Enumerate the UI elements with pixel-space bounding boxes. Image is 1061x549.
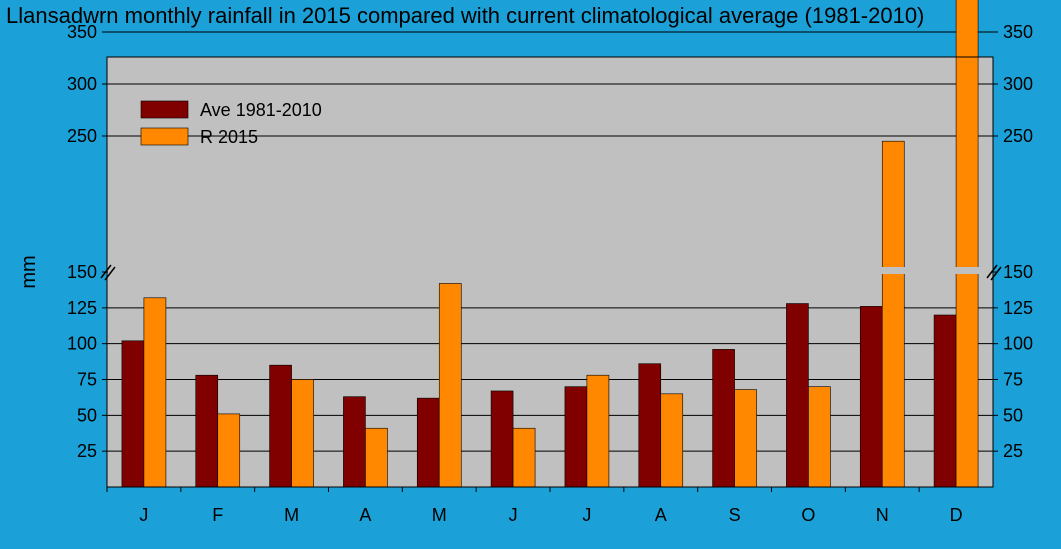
y-tick-label: 25 xyxy=(77,441,97,461)
legend-label: R 2015 xyxy=(200,127,258,147)
bar xyxy=(121,340,145,488)
y-tick-label: 250 xyxy=(1003,126,1033,146)
bar xyxy=(512,427,536,488)
axis-break-band xyxy=(108,267,992,274)
bar xyxy=(586,374,610,488)
y-axis-left: 255075100125150250300350400 xyxy=(67,22,107,461)
y-tick-label: 50 xyxy=(1003,405,1023,425)
x-tick-label: M xyxy=(432,505,447,525)
bar xyxy=(416,397,440,488)
bar xyxy=(291,379,314,488)
x-tick-label: A xyxy=(655,505,667,525)
axis-break-slash xyxy=(104,266,116,281)
x-tick-label: J xyxy=(582,505,591,525)
bar xyxy=(881,140,905,488)
x-tick-label: S xyxy=(729,505,741,525)
chart-title: Llansadwrn monthly rainfall in 2015 comp… xyxy=(6,3,925,28)
bar xyxy=(638,363,662,488)
y-axis-right: 255075100125150250300350400 xyxy=(993,22,1033,461)
bar xyxy=(660,393,684,488)
x-tick-label: J xyxy=(509,505,518,525)
bar xyxy=(808,386,831,488)
y-tick-label: 75 xyxy=(77,370,97,390)
bar xyxy=(933,314,957,488)
y-tick-label: 25 xyxy=(1003,441,1023,461)
bar xyxy=(712,349,735,488)
bar xyxy=(564,386,588,488)
bar xyxy=(734,389,757,488)
bar xyxy=(786,303,809,488)
y-tick-label: 150 xyxy=(1003,262,1033,282)
y-tick-label: 300 xyxy=(1003,74,1033,94)
bar xyxy=(365,427,388,488)
y-tick-label: 350 xyxy=(1003,22,1033,42)
y-tick-label: 50 xyxy=(77,405,97,425)
legend: Ave 1981-2010 R 2015 xyxy=(140,100,322,147)
legend-swatch xyxy=(140,100,189,119)
x-tick-label: A xyxy=(359,505,371,525)
bar xyxy=(438,283,462,488)
y-tick-label: 100 xyxy=(67,334,97,354)
legend-label: Ave 1981-2010 xyxy=(200,100,322,120)
y-axis-label: mm xyxy=(18,255,40,288)
bar xyxy=(143,297,167,488)
axis-break-slash xyxy=(990,266,1002,281)
bar xyxy=(195,374,219,488)
y-tick-label: 125 xyxy=(1003,298,1033,318)
x-tick-label: O xyxy=(801,505,815,525)
bars xyxy=(121,0,979,488)
bar xyxy=(859,306,883,488)
axis-break-slash xyxy=(986,264,998,279)
y-tick-label: 350 xyxy=(67,22,97,42)
x-tick-label: J xyxy=(139,505,148,525)
bar xyxy=(269,364,292,488)
bar xyxy=(490,390,514,488)
y-tick-label: 100 xyxy=(1003,334,1033,354)
y-tick-label: 250 xyxy=(67,126,97,146)
bar xyxy=(217,413,241,488)
x-tick-label: F xyxy=(212,505,223,525)
x-tick-label: D xyxy=(950,505,963,525)
y-tick-label: 75 xyxy=(1003,370,1023,390)
y-tick-label: 300 xyxy=(67,74,97,94)
x-tick-label: N xyxy=(876,505,889,525)
x-tick-label: M xyxy=(284,505,299,525)
y-tick-label: 150 xyxy=(67,262,97,282)
bar xyxy=(343,396,366,488)
bar xyxy=(955,0,979,488)
y-tick-label: 125 xyxy=(67,298,97,318)
legend-swatch xyxy=(140,127,189,146)
